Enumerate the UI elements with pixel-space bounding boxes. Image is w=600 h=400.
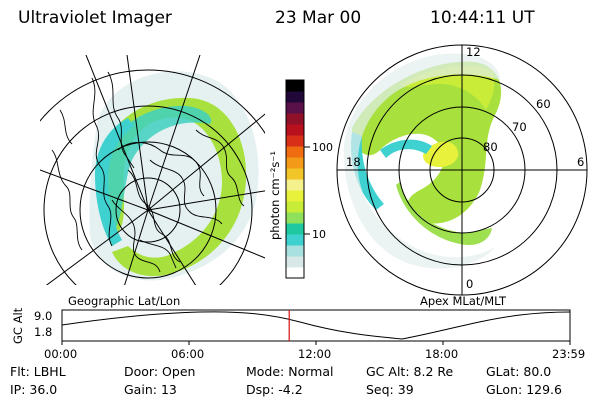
apex-caption: Apex MLat/MLT [420, 294, 507, 308]
time-label-1800: 18:00 [425, 347, 459, 361]
param-ip: IP: 36.0 [10, 382, 58, 397]
colorbar-cell [286, 267, 304, 279]
mlat-label-80: 80 [483, 140, 498, 154]
colorbar-cell [286, 80, 304, 92]
param-mode: Mode: Normal [246, 364, 334, 379]
colorbar-cell [286, 157, 304, 169]
param-glat: GLat: 80.0 [486, 364, 552, 379]
time-label-2359: 23:59 [552, 347, 586, 361]
time-label-1200: 12:00 [298, 347, 332, 361]
param-filter: Flt: LBHL [10, 364, 66, 379]
param-gain: Gain: 13 [124, 382, 177, 397]
colorbar-cell [286, 190, 304, 202]
mlat-label-60: 60 [536, 97, 551, 111]
colorbar-unit-label: photon cm⁻²s⁻¹ [268, 151, 282, 240]
timeline-frame [61, 309, 571, 342]
colorbar-label-10: 10 [312, 228, 326, 241]
apex-halo [343, 53, 500, 269]
image-date: 23 Mar 00 [275, 8, 362, 28]
colorbar-cell [286, 245, 304, 257]
colorbar-cell [286, 256, 304, 268]
colorbar-cell [286, 212, 304, 224]
param-door: Door: Open [124, 364, 196, 379]
colorbar-frame [285, 79, 305, 279]
colorbar-cell [286, 234, 304, 246]
time-label-0000: 00:00 [44, 347, 78, 361]
timeline-ymax: 9.0 [34, 309, 52, 323]
colorbar: 100 10 photon cm⁻²s⁻¹ [268, 79, 333, 279]
auroral-oval [99, 97, 247, 277]
param-gc-alt: GC Alt: 8.2 Re [366, 364, 454, 379]
colorbar-cell [286, 124, 304, 136]
colorbar-cells [286, 80, 304, 279]
colorbar-label-100: 100 [312, 141, 333, 154]
orbit-timeline: GC Alt 9.0 1.8 [11, 307, 571, 345]
apex-oval-bright-spot [423, 141, 459, 168]
timeline-ymin: 1.8 [34, 325, 52, 339]
apex-cyan-inner [380, 139, 432, 158]
image-time: 10:44:11 UT [430, 8, 535, 28]
colorbar-cell [286, 146, 304, 158]
apex-nightside-arc [396, 182, 492, 246]
mlt-label-18: 18 [346, 155, 361, 169]
colorbar-cell [286, 135, 304, 147]
geo-lat-circles [40, 69, 265, 285]
oval-cyan-edge [95, 118, 134, 246]
gc-alt-curve [61, 311, 571, 340]
geo-meridians [40, 55, 265, 285]
geographic-caption: Geographic Lat/Lon [68, 294, 181, 308]
instrument-title: Ultraviolet Imager [18, 8, 172, 28]
param-dsp: Dsp: -4.2 [246, 382, 303, 397]
param-glon: GLon: 129.6 [486, 382, 562, 397]
param-seq: Seq: 39 [366, 382, 414, 397]
apex-grid [336, 44, 588, 296]
apex-auroral-oval [352, 61, 502, 224]
colorbar-cell [286, 102, 304, 114]
colorbar-cell [286, 113, 304, 125]
time-label-0600: 06:00 [171, 347, 205, 361]
apex-polar-plot: 12 18 6 0 60 70 80 [336, 44, 588, 296]
mlt-label-6: 6 [577, 155, 584, 169]
geographic-map [40, 55, 265, 285]
mlat-label-70: 70 [512, 120, 527, 134]
colorbar-cell [286, 179, 304, 191]
colorbar-cell [286, 201, 304, 213]
colorbar-cell [286, 91, 304, 103]
apex-cyan-edge [351, 132, 384, 210]
mlt-label-12: 12 [466, 45, 481, 59]
auroral-oval-inner-edge [104, 105, 212, 228]
mlt-label-0: 0 [466, 277, 473, 291]
timeline-ticks [61, 341, 571, 345]
colorbar-cell [286, 168, 304, 180]
colorbar-cell [286, 223, 304, 235]
timeline-axis-label: GC Alt [11, 307, 25, 344]
